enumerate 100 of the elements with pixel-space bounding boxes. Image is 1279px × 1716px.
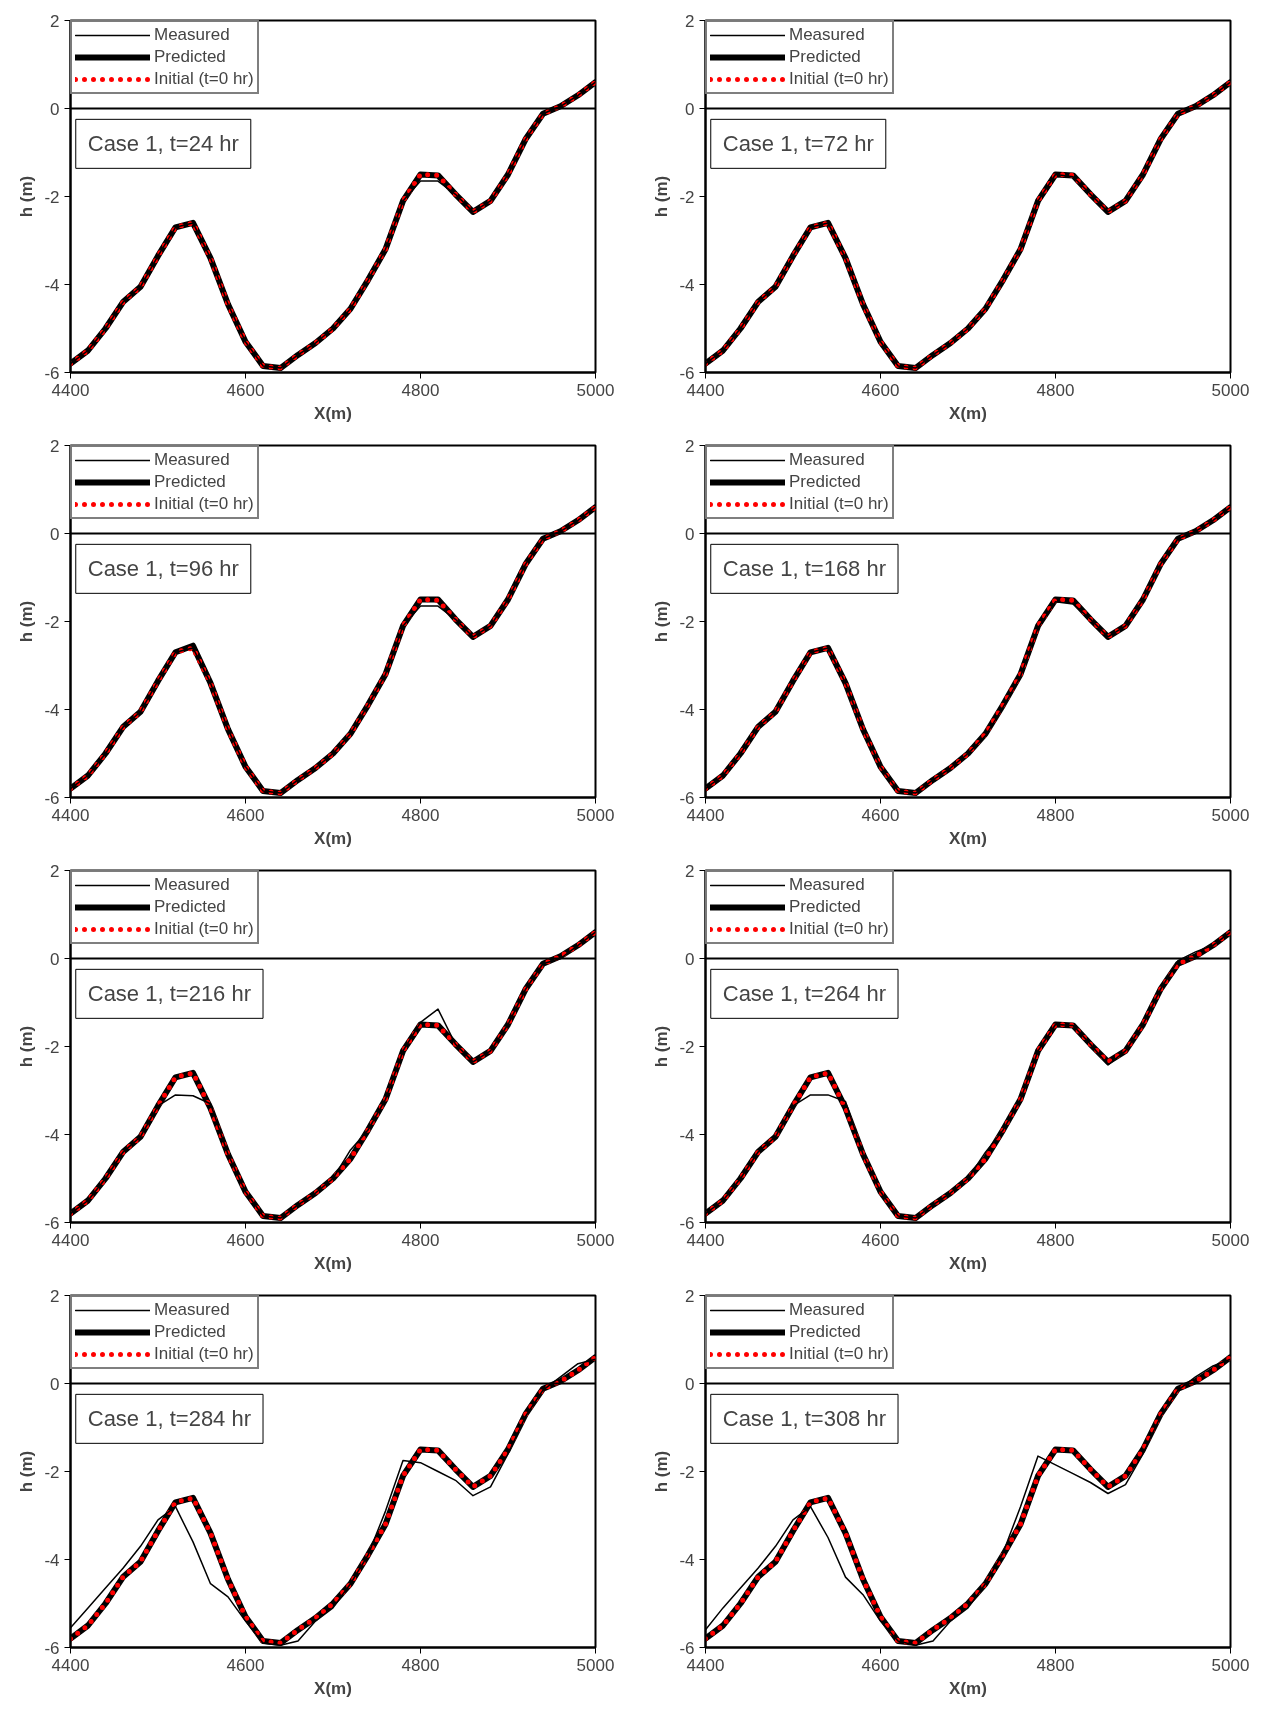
x-tick-label: 5000: [1211, 805, 1250, 825]
y-tick-label: -4: [679, 1125, 695, 1145]
x-tick-label: 4600: [861, 1230, 900, 1250]
x-tick-label: 5000: [1211, 1655, 1250, 1675]
y-tick-label: 0: [50, 1374, 60, 1394]
legend-label: Initial (t=0 hr): [154, 1344, 254, 1364]
annotation: Case 1, t=168 hr: [722, 556, 887, 582]
y-tick-label: -6: [679, 788, 695, 808]
x-tick-label: 5000: [576, 805, 615, 825]
x-tick-label: 4600: [861, 380, 900, 400]
y-tick-label: -4: [44, 1125, 60, 1145]
annotation: Case 1, t=216 hr: [87, 981, 252, 1007]
x-axis-title: X(m): [314, 1678, 352, 1698]
legend-label: Initial (t=0 hr): [789, 919, 889, 939]
y-tick-label: -4: [44, 1550, 60, 1570]
x-tick-label: 4400: [686, 805, 725, 825]
y-tick-label: 0: [50, 99, 60, 119]
x-tick-label: 4800: [401, 1655, 440, 1675]
y-axis-title: h (m): [17, 1450, 37, 1493]
y-tick-label: 2: [50, 436, 60, 456]
legend-label: Predicted: [789, 472, 861, 492]
y-axis-title: h (m): [652, 1450, 672, 1493]
x-tick-label: 4400: [51, 805, 90, 825]
x-axis-title: X(m): [949, 1678, 987, 1698]
legend-label: Predicted: [789, 47, 861, 67]
legend-label: Initial (t=0 hr): [154, 919, 254, 939]
y-tick-label: -6: [44, 1638, 60, 1658]
x-tick-label: 4800: [1036, 1655, 1075, 1675]
y-tick-label: -2: [44, 1037, 60, 1057]
y-tick-label: -2: [679, 612, 695, 632]
legend-label: Predicted: [789, 897, 861, 917]
legend-label: Measured: [789, 450, 865, 470]
x-axis-title: X(m): [314, 828, 352, 848]
y-tick-label: -4: [679, 275, 695, 295]
legend-label: Initial (t=0 hr): [154, 494, 254, 514]
legend-label: Predicted: [154, 1322, 226, 1342]
x-tick-label: 4600: [226, 1230, 265, 1250]
x-tick-label: 4800: [1036, 805, 1075, 825]
y-tick-label: -6: [679, 363, 695, 383]
legend-label: Predicted: [154, 897, 226, 917]
legend-label: Measured: [789, 25, 865, 45]
y-tick-label: -4: [44, 700, 60, 720]
legend-label: Predicted: [789, 1322, 861, 1342]
y-tick-label: 2: [685, 436, 695, 456]
legend-label: Measured: [789, 875, 865, 895]
legend-label: Measured: [154, 1300, 230, 1320]
x-tick-label: 5000: [1211, 380, 1250, 400]
x-tick-label: 4800: [401, 805, 440, 825]
x-axis-title: X(m): [949, 1253, 987, 1273]
y-tick-label: 2: [685, 861, 695, 881]
annotation: Case 1, t=264 hr: [722, 981, 887, 1007]
y-axis-title: h (m): [652, 175, 672, 218]
x-tick-label: 4600: [861, 1655, 900, 1675]
y-tick-label: -4: [679, 700, 695, 720]
y-tick-label: -2: [679, 1037, 695, 1057]
x-tick-label: 4800: [1036, 1230, 1075, 1250]
x-tick-label: 4400: [686, 1230, 725, 1250]
annotation: Case 1, t=72 hr: [722, 131, 874, 157]
y-tick-label: 2: [685, 1286, 695, 1306]
x-tick-label: 4800: [401, 1230, 440, 1250]
y-tick-label: 2: [50, 11, 60, 31]
x-axis-title: X(m): [314, 1253, 352, 1273]
x-tick-label: 4600: [861, 805, 900, 825]
y-tick-label: -2: [44, 187, 60, 207]
x-tick-label: 5000: [576, 1655, 615, 1675]
legend-label: Initial (t=0 hr): [154, 69, 254, 89]
legend-label: Initial (t=0 hr): [789, 69, 889, 89]
y-tick-label: -6: [44, 363, 60, 383]
y-tick-label: 2: [50, 861, 60, 881]
annotation: Case 1, t=308 hr: [722, 1406, 887, 1432]
y-tick-label: -2: [679, 1462, 695, 1482]
legend-label: Measured: [789, 1300, 865, 1320]
y-axis-title: h (m): [652, 600, 672, 643]
x-axis-title: X(m): [949, 403, 987, 423]
x-tick-label: 4400: [51, 1655, 90, 1675]
y-axis-title: h (m): [652, 1025, 672, 1068]
y-tick-label: -4: [679, 1550, 695, 1570]
legend-label: Predicted: [154, 472, 226, 492]
legend-label: Predicted: [154, 47, 226, 67]
y-tick-label: -6: [679, 1213, 695, 1233]
y-tick-label: -4: [44, 275, 60, 295]
y-tick-label: 0: [50, 949, 60, 969]
x-tick-label: 4600: [226, 1655, 265, 1675]
x-tick-label: 4400: [51, 1230, 90, 1250]
annotation: Case 1, t=96 hr: [87, 556, 239, 582]
y-tick-label: 0: [50, 524, 60, 544]
legend-label: Measured: [154, 25, 230, 45]
legend-label: Measured: [154, 450, 230, 470]
y-tick-label: -2: [679, 187, 695, 207]
y-tick-label: 0: [685, 524, 695, 544]
x-tick-label: 4400: [51, 380, 90, 400]
x-tick-label: 5000: [576, 1230, 615, 1250]
y-tick-label: -6: [44, 1213, 60, 1233]
annotation: Case 1, t=24 hr: [87, 131, 239, 157]
x-tick-label: 4800: [401, 380, 440, 400]
x-tick-label: 4400: [686, 380, 725, 400]
annotation: Case 1, t=284 hr: [87, 1406, 252, 1432]
y-axis-title: h (m): [17, 600, 37, 643]
legend-label: Initial (t=0 hr): [789, 1344, 889, 1364]
x-tick-label: 4400: [686, 1655, 725, 1675]
